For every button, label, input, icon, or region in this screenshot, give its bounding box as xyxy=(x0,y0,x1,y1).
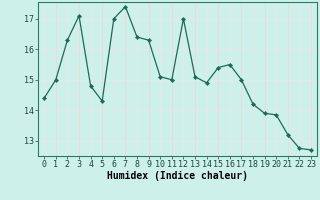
X-axis label: Humidex (Indice chaleur): Humidex (Indice chaleur) xyxy=(107,171,248,181)
